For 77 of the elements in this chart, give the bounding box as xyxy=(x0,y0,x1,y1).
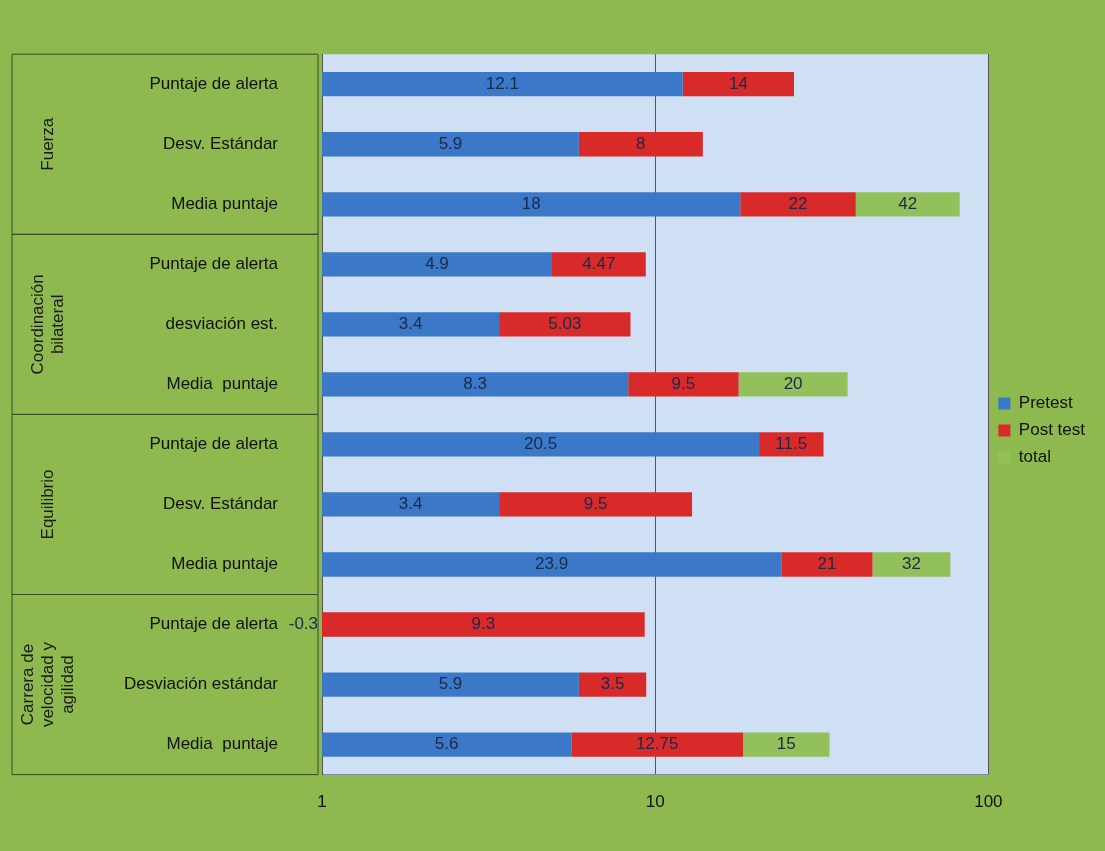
y-tick-label: Puntaje de alerta xyxy=(149,434,279,454)
bar xyxy=(578,672,647,697)
text: Coordinación bilateral xyxy=(27,274,67,375)
data-label: 3.4 xyxy=(398,314,423,334)
data-label: 11.5 xyxy=(775,434,808,454)
bar xyxy=(571,732,744,757)
bar xyxy=(322,672,579,697)
x-tick-label: 100 xyxy=(974,792,1003,812)
bar xyxy=(322,132,579,157)
bar xyxy=(872,552,951,577)
data-label: 23.9 xyxy=(535,554,569,574)
data-label: 8.3 xyxy=(463,374,487,394)
bar xyxy=(322,552,782,577)
data-label: 21 xyxy=(817,554,837,574)
text: Equilibrio xyxy=(37,469,57,540)
data-label: 32 xyxy=(901,554,921,574)
bar xyxy=(738,372,848,397)
bar xyxy=(743,732,830,757)
text: Fuerza xyxy=(37,117,57,171)
data-label: 20 xyxy=(783,374,803,394)
bar xyxy=(322,192,741,217)
y-tick-label: Puntaje de alerta xyxy=(149,73,279,93)
bar xyxy=(740,192,856,217)
bar xyxy=(551,252,646,277)
y-tick-label: Desviación estándar xyxy=(124,674,279,694)
legend-label: total xyxy=(1018,447,1051,467)
bar xyxy=(322,732,572,757)
data-label: 3.4 xyxy=(398,494,423,514)
data-label: 5.03 xyxy=(548,314,582,334)
y-tick-label: Media puntaje xyxy=(171,193,279,213)
bar xyxy=(499,312,631,337)
bar xyxy=(322,252,552,277)
y-tick-label: Puntaje de alerta xyxy=(149,614,279,634)
data-label: 9.3 xyxy=(471,614,496,634)
data-label: 20.5 xyxy=(524,434,558,454)
y-tick-label: Desv. Estándar xyxy=(163,494,279,514)
y-tick-label: desviación est. xyxy=(165,314,279,334)
data-label: 12.1 xyxy=(485,73,519,93)
data-label: 5.6 xyxy=(434,734,459,754)
y-tick-label: Puntaje de alerta xyxy=(149,254,279,273)
bar xyxy=(759,432,824,457)
data-label: 4.47 xyxy=(582,254,616,273)
data-label: 4.9 xyxy=(425,254,449,273)
bar xyxy=(322,492,500,517)
data-label: 14 xyxy=(728,73,748,93)
bar xyxy=(628,372,739,397)
bar xyxy=(322,612,645,637)
x-tick-label: 10 xyxy=(645,792,665,812)
bar xyxy=(322,312,500,337)
data-label: 18 xyxy=(521,193,541,213)
legend-label: Post test xyxy=(1018,420,1086,440)
bar xyxy=(855,192,960,217)
y-tick-label: Media puntaje xyxy=(166,374,279,394)
bar xyxy=(781,552,873,577)
data-label: 3.5 xyxy=(600,674,625,694)
text: Carrera de velocidad y agilidad xyxy=(17,641,77,728)
data-label: 5.9 xyxy=(438,674,463,694)
bar xyxy=(578,132,703,157)
data-label: 15 xyxy=(776,734,796,754)
x-tick-label: 1 xyxy=(317,792,327,812)
legend-label: Pretest xyxy=(1018,393,1073,413)
y-tick-label: Desv. Estándar xyxy=(163,133,279,153)
y-tick-label: Media puntaje xyxy=(171,554,279,574)
data-label: 9.5 xyxy=(583,494,608,514)
data-label: 9.5 xyxy=(671,374,696,394)
bar xyxy=(322,432,760,457)
data-label: 12.75 xyxy=(635,734,679,754)
data-label: 8 xyxy=(636,133,646,153)
data-label: 5.9 xyxy=(438,133,463,153)
data-label: 22 xyxy=(788,193,808,213)
bar xyxy=(682,72,794,97)
data-label: 42 xyxy=(898,193,918,213)
bar xyxy=(322,372,629,397)
text: -0.3 xyxy=(288,614,319,634)
bar xyxy=(322,72,683,97)
bar xyxy=(499,492,693,517)
y-tick-label: Media puntaje xyxy=(166,734,279,754)
